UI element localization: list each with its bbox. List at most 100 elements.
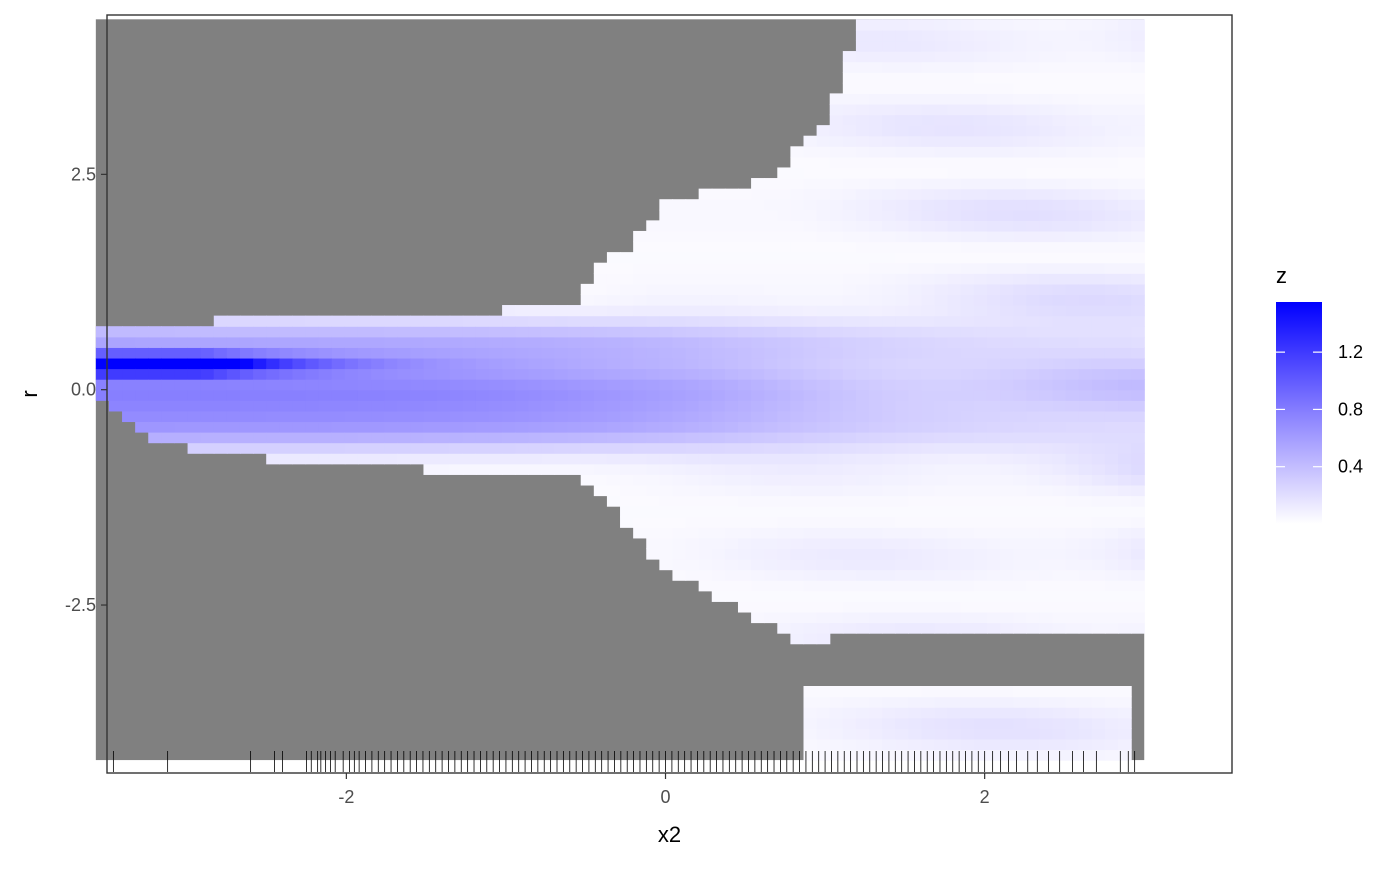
heatmap-cell bbox=[541, 369, 555, 380]
heatmap-cell bbox=[830, 220, 844, 231]
heatmap-cell bbox=[1000, 517, 1014, 528]
heatmap-cell bbox=[1092, 464, 1106, 475]
heatmap-cell bbox=[306, 379, 320, 390]
heatmap-cell bbox=[1131, 337, 1145, 348]
heatmap-cell bbox=[371, 421, 385, 432]
heatmap-cell bbox=[620, 369, 634, 380]
heatmap-cell bbox=[961, 220, 975, 231]
heatmap-cell bbox=[1079, 40, 1093, 51]
heatmap-cell bbox=[699, 252, 713, 263]
heatmap-cell bbox=[253, 443, 267, 454]
heatmap-cell bbox=[1000, 728, 1014, 739]
heatmap-cell bbox=[895, 538, 909, 549]
heatmap-cell bbox=[935, 347, 949, 358]
heatmap-cell bbox=[686, 220, 700, 231]
heatmap-cell bbox=[908, 601, 922, 612]
heatmap-cell bbox=[974, 72, 988, 83]
heatmap-cell bbox=[856, 453, 870, 464]
heatmap-cell bbox=[830, 337, 844, 348]
heatmap-cell bbox=[135, 369, 149, 380]
heatmap-cell bbox=[1026, 739, 1040, 750]
heatmap-cell bbox=[1105, 707, 1119, 718]
heatmap-cell bbox=[1118, 400, 1132, 411]
heatmap-cell bbox=[1079, 189, 1093, 200]
heatmap-cell bbox=[188, 432, 202, 443]
heatmap-cell bbox=[1013, 263, 1027, 274]
heatmap-cell bbox=[1013, 707, 1027, 718]
heatmap-cell bbox=[856, 485, 870, 496]
heatmap-cell bbox=[725, 273, 739, 284]
heatmap-cell bbox=[214, 316, 228, 327]
heatmap-cell bbox=[961, 199, 975, 210]
heatmap-cell bbox=[1066, 347, 1080, 358]
heatmap-cell bbox=[777, 559, 791, 570]
legend-tick-label: 0.8 bbox=[1338, 399, 1363, 419]
heatmap-cell bbox=[895, 358, 909, 369]
heatmap-cell bbox=[948, 104, 962, 115]
heatmap-cell bbox=[804, 686, 818, 697]
heatmap-cell bbox=[804, 506, 818, 517]
heatmap-cell bbox=[830, 400, 844, 411]
heatmap-cell bbox=[1013, 358, 1027, 369]
heatmap-cell bbox=[1013, 167, 1027, 178]
heatmap-cell bbox=[371, 347, 385, 358]
heatmap-cell bbox=[1039, 326, 1053, 337]
heatmap-cell bbox=[358, 337, 372, 348]
heatmap-cell bbox=[882, 231, 896, 242]
heatmap-cell bbox=[1131, 453, 1145, 464]
heatmap-cell bbox=[358, 432, 372, 443]
heatmap-cell bbox=[672, 538, 686, 549]
heatmap-cell bbox=[686, 347, 700, 358]
heatmap-cell bbox=[1000, 750, 1014, 761]
heatmap-cell bbox=[908, 517, 922, 528]
heatmap-cell bbox=[764, 231, 778, 242]
heatmap-cell bbox=[633, 242, 647, 253]
heatmap-cell bbox=[279, 379, 293, 390]
heatmap-cell bbox=[633, 358, 647, 369]
heatmap-cell bbox=[987, 601, 1001, 612]
heatmap-cell bbox=[790, 464, 804, 475]
heatmap-cell bbox=[856, 580, 870, 591]
heatmap-cell bbox=[830, 263, 844, 274]
heatmap-cell bbox=[1105, 284, 1119, 295]
x-axis-label: x2 bbox=[658, 822, 681, 847]
heatmap-cell bbox=[1079, 104, 1093, 115]
heatmap-cell bbox=[712, 432, 726, 443]
heatmap-cell bbox=[987, 242, 1001, 253]
heatmap-cell bbox=[1105, 136, 1119, 147]
heatmap-cell bbox=[1013, 538, 1027, 549]
heatmap-cell bbox=[1053, 157, 1067, 168]
heatmap-cell bbox=[672, 242, 686, 253]
heatmap-cell bbox=[908, 51, 922, 62]
heatmap-cell bbox=[1118, 231, 1132, 242]
heatmap-cell bbox=[1105, 146, 1119, 157]
heatmap-cell bbox=[227, 358, 241, 369]
heatmap-cell bbox=[921, 51, 935, 62]
heatmap-cell bbox=[1066, 326, 1080, 337]
heatmap-cell bbox=[830, 305, 844, 316]
heatmap-cell bbox=[489, 369, 503, 380]
heatmap-cell bbox=[1013, 601, 1027, 612]
heatmap-cell bbox=[1039, 19, 1053, 30]
heatmap-cell bbox=[804, 591, 818, 602]
heatmap-cell bbox=[1131, 93, 1145, 104]
heatmap-cell bbox=[974, 30, 988, 41]
heatmap-cell bbox=[961, 316, 975, 327]
heatmap-cell bbox=[856, 263, 870, 274]
heatmap-cell bbox=[201, 347, 215, 358]
heatmap-cell bbox=[712, 411, 726, 422]
heatmap-cell bbox=[633, 252, 647, 263]
heatmap-cell bbox=[908, 316, 922, 327]
heatmap-cell bbox=[646, 400, 660, 411]
heatmap-cell bbox=[738, 400, 752, 411]
heatmap-cell bbox=[1079, 294, 1093, 305]
heatmap-cell bbox=[686, 273, 700, 284]
heatmap-cell bbox=[620, 464, 634, 475]
legend: z 0.40.81.2 bbox=[1276, 263, 1363, 524]
heatmap-cell bbox=[292, 369, 306, 380]
y-axis-label: r bbox=[17, 390, 42, 397]
heatmap-cell bbox=[345, 326, 359, 337]
heatmap-cell bbox=[699, 517, 713, 528]
heatmap-cell bbox=[358, 369, 372, 380]
heatmap-cell bbox=[423, 453, 437, 464]
